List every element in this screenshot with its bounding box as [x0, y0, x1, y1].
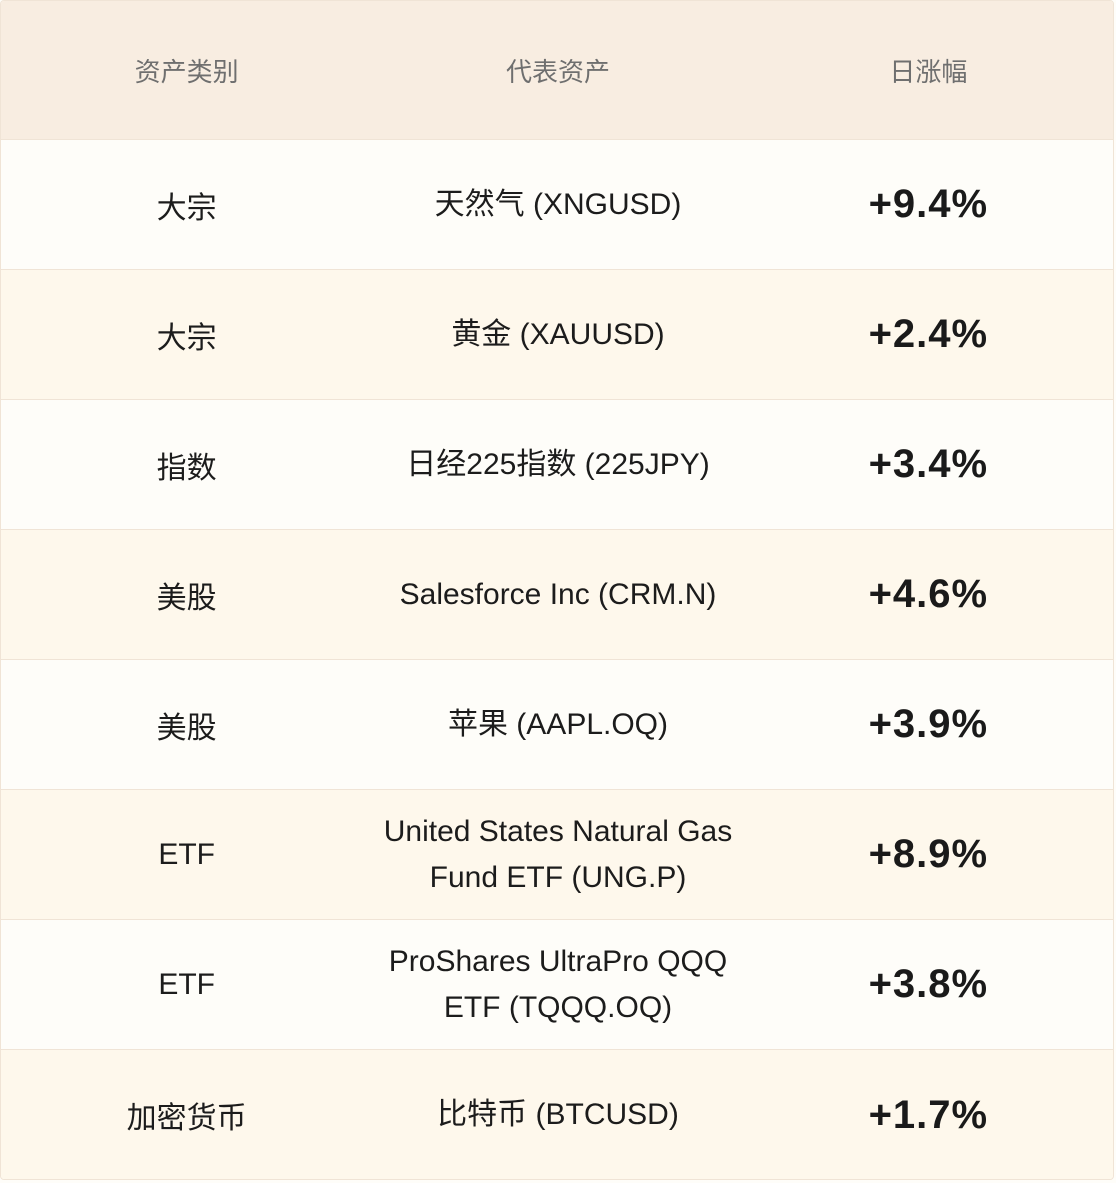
table-header: 资产类别 代表资产 日涨幅 [1, 1, 1113, 140]
header-change: 日涨幅 [889, 56, 968, 87]
row-change: +3.8% [868, 962, 989, 1006]
row-category: 大宗 [156, 321, 217, 355]
row-asset: 天然气 (XNGUSD) [434, 187, 682, 221]
row-asset: ProShares UltraPro QQQ ETF (TQQQ.OQ) [388, 944, 728, 1024]
row-category: 加密货币 [126, 1102, 247, 1135]
row-change: +9.4% [868, 182, 989, 226]
table-row: 美股 Salesforce Inc (CRM.N) +4.6% [1, 530, 1113, 660]
row-asset: United States Natural Gas Fund ETF (UNG.… [383, 814, 733, 894]
row-category: ETF [158, 967, 215, 1001]
table-row: 大宗 天然气 (XNGUSD) +9.4% [1, 140, 1113, 270]
row-category: 指数 [156, 451, 217, 485]
row-category: 大宗 [156, 191, 217, 225]
table-row: 加密货币 比特币 (BTCUSD) +1.7% [1, 1050, 1113, 1179]
table-row: 美股 苹果 (AAPL.OQ) +3.9% [1, 660, 1113, 790]
row-category: 美股 [156, 711, 217, 745]
table-row: ETF United States Natural Gas Fund ETF (… [1, 790, 1113, 920]
row-change: +3.9% [868, 702, 989, 746]
row-asset: 黄金 (XAUUSD) [451, 317, 665, 351]
header-asset: 代表资产 [505, 56, 610, 87]
table-row: 指数 日经225指数 (225JPY) +3.4% [1, 400, 1113, 530]
table-row: 大宗 黄金 (XAUUSD) +2.4% [1, 270, 1113, 400]
header-category: 资产类别 [134, 56, 239, 87]
row-change: +3.4% [868, 442, 989, 486]
row-asset: 比特币 (BTCUSD) [437, 1098, 679, 1131]
row-change: +2.4% [868, 312, 989, 356]
row-change: +8.9% [868, 832, 989, 876]
table-row: ETF ProShares UltraPro QQQ ETF (TQQQ.OQ)… [1, 920, 1113, 1050]
row-change: +1.7% [868, 1092, 989, 1137]
row-category: 美股 [156, 581, 217, 615]
row-asset: 苹果 (AAPL.OQ) [447, 707, 669, 741]
row-asset: 日经225指数 (225JPY) [406, 447, 710, 481]
row-asset: Salesforce Inc (CRM.N) [399, 577, 717, 611]
row-change: +4.6% [868, 572, 989, 616]
row-category: ETF [158, 837, 215, 871]
